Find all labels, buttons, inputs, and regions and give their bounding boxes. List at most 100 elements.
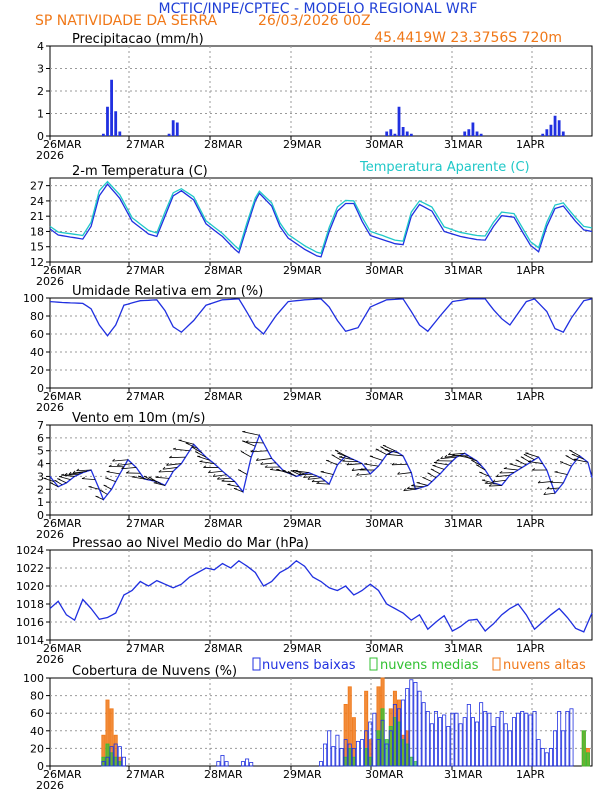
x-tick-label: 1APR	[516, 138, 545, 151]
x-tick-label: 27MAR	[126, 264, 165, 277]
wind-arrow	[339, 456, 354, 461]
cloud-bar-low	[249, 762, 254, 767]
y-tick-label: 2	[37, 483, 44, 496]
x-tick-label: 28MAR	[204, 642, 243, 655]
cloud-bar-mid	[368, 756, 373, 767]
cloud-bar-low	[355, 740, 360, 767]
wind-arrow	[503, 468, 519, 471]
wind-arrow	[256, 458, 272, 461]
x-tick-label: 31MAR	[444, 138, 483, 151]
cloud-bar-low	[483, 711, 488, 767]
x-tick-label: 26MAR	[43, 264, 82, 277]
cloud-bar-mid	[351, 756, 356, 767]
wind-arrow	[407, 487, 420, 489]
wind-arrow-head	[407, 486, 410, 489]
wind-arrow	[496, 474, 510, 478]
wind-arrow-head	[356, 472, 359, 476]
x-tick-label: 27MAR	[126, 517, 165, 530]
y-tick-label: 40	[30, 725, 44, 738]
wind-arrow	[106, 471, 120, 475]
cloud-bar-low	[384, 743, 389, 767]
wind-arrow-head	[81, 477, 85, 479]
wind-arrow-head	[221, 479, 225, 482]
wind-arrow	[369, 455, 383, 461]
x-tick-label: 28MAR	[204, 138, 243, 151]
wind-arrow-head	[375, 448, 379, 451]
wind-arrow-head	[351, 468, 355, 471]
x-tick-label: 30MAR	[365, 517, 404, 530]
wind-arrow	[208, 470, 223, 474]
wind-arrow	[169, 456, 186, 459]
wind-arrow-head	[100, 489, 104, 492]
wind-arrow-head	[433, 461, 437, 463]
x-tick-label: 27MAR	[126, 138, 165, 151]
wind-arrow-head	[307, 476, 311, 480]
wind-arrow-head	[560, 461, 564, 463]
cloud-bar-low	[540, 748, 545, 767]
x-tick-label: 30MAR	[365, 264, 404, 277]
wind-arrow-head	[155, 475, 159, 478]
wind-arrow-head	[523, 454, 527, 456]
wind-arrow	[242, 431, 260, 436]
panel-title: Pressao ao Nivel Medio do Mar (hPa)	[72, 536, 309, 551]
wind-arrow-head	[125, 471, 129, 474]
wind-arrow-head	[245, 440, 249, 443]
wind-arrow-head	[131, 475, 135, 478]
wind-arrow-head	[527, 460, 532, 462]
cloud-bar-mid	[392, 717, 397, 767]
cloud-bar-low	[101, 761, 106, 767]
wind-arrow	[197, 455, 211, 461]
wind-arrow-head	[212, 474, 216, 477]
wind-arrow-head	[550, 480, 554, 483]
x-year-label: 2026	[36, 779, 64, 792]
cloud-bar-low	[216, 761, 221, 767]
wind-arrow	[554, 471, 568, 475]
wind-arrow	[172, 448, 190, 452]
cloud-bar-low	[553, 730, 558, 767]
precip-bar	[101, 133, 105, 136]
cloud-bar-low	[240, 761, 245, 767]
cloud-bar-low	[561, 730, 566, 767]
precip-bar	[471, 122, 475, 136]
cloud-bar-mid	[364, 748, 369, 767]
precip-bar	[409, 133, 413, 136]
cloud-bar-low	[458, 723, 463, 767]
wind-arrow-head	[217, 476, 220, 480]
wind-arrow	[481, 479, 494, 484]
wind-arrow-head	[242, 440, 246, 442]
wind-arrow-head	[499, 470, 503, 474]
wind-arrow	[178, 439, 194, 445]
y-tick-label: 0	[37, 130, 44, 143]
cloud-bar-low	[117, 746, 122, 767]
panel-frame	[49, 549, 593, 641]
wind-arrow	[292, 469, 305, 475]
x-tick-label: 29MAR	[283, 138, 322, 151]
panel-title: Umidade Relativa em 2m (%)	[72, 284, 263, 299]
cloud-bar-low	[495, 717, 500, 767]
legend-label-mid: nuvens medias	[380, 658, 479, 673]
cloud-bar-low	[524, 712, 529, 767]
wind-arrow-head	[427, 472, 431, 475]
cloud-bar-low	[565, 711, 570, 767]
cloud-bar-low	[409, 679, 414, 767]
cloud-bar-low	[557, 711, 562, 767]
wind-arrow-head	[117, 463, 120, 466]
wind-arrow-head	[95, 495, 99, 498]
x-year-label: 2026	[36, 528, 64, 541]
panel-frame	[49, 177, 593, 263]
wind-arrow-head	[492, 479, 496, 483]
x-year-label: 2026	[36, 653, 64, 666]
panel-title: 2-m Temperatura (C)	[72, 164, 208, 179]
cloud-bar-mid	[380, 708, 385, 767]
wind-arrow-head	[364, 462, 368, 465]
wind-arrow	[546, 487, 560, 490]
wind-arrow	[68, 472, 83, 475]
x-tick-label: 27MAR	[126, 390, 165, 403]
y-tick-label: 21	[30, 210, 44, 223]
x-tick-label: 31MAR	[444, 264, 483, 277]
y-tick-label: 4	[37, 458, 44, 471]
cloud-bar-low	[479, 702, 484, 767]
y-tick-label: 1	[37, 496, 44, 509]
x-year-label: 2026	[36, 401, 64, 414]
